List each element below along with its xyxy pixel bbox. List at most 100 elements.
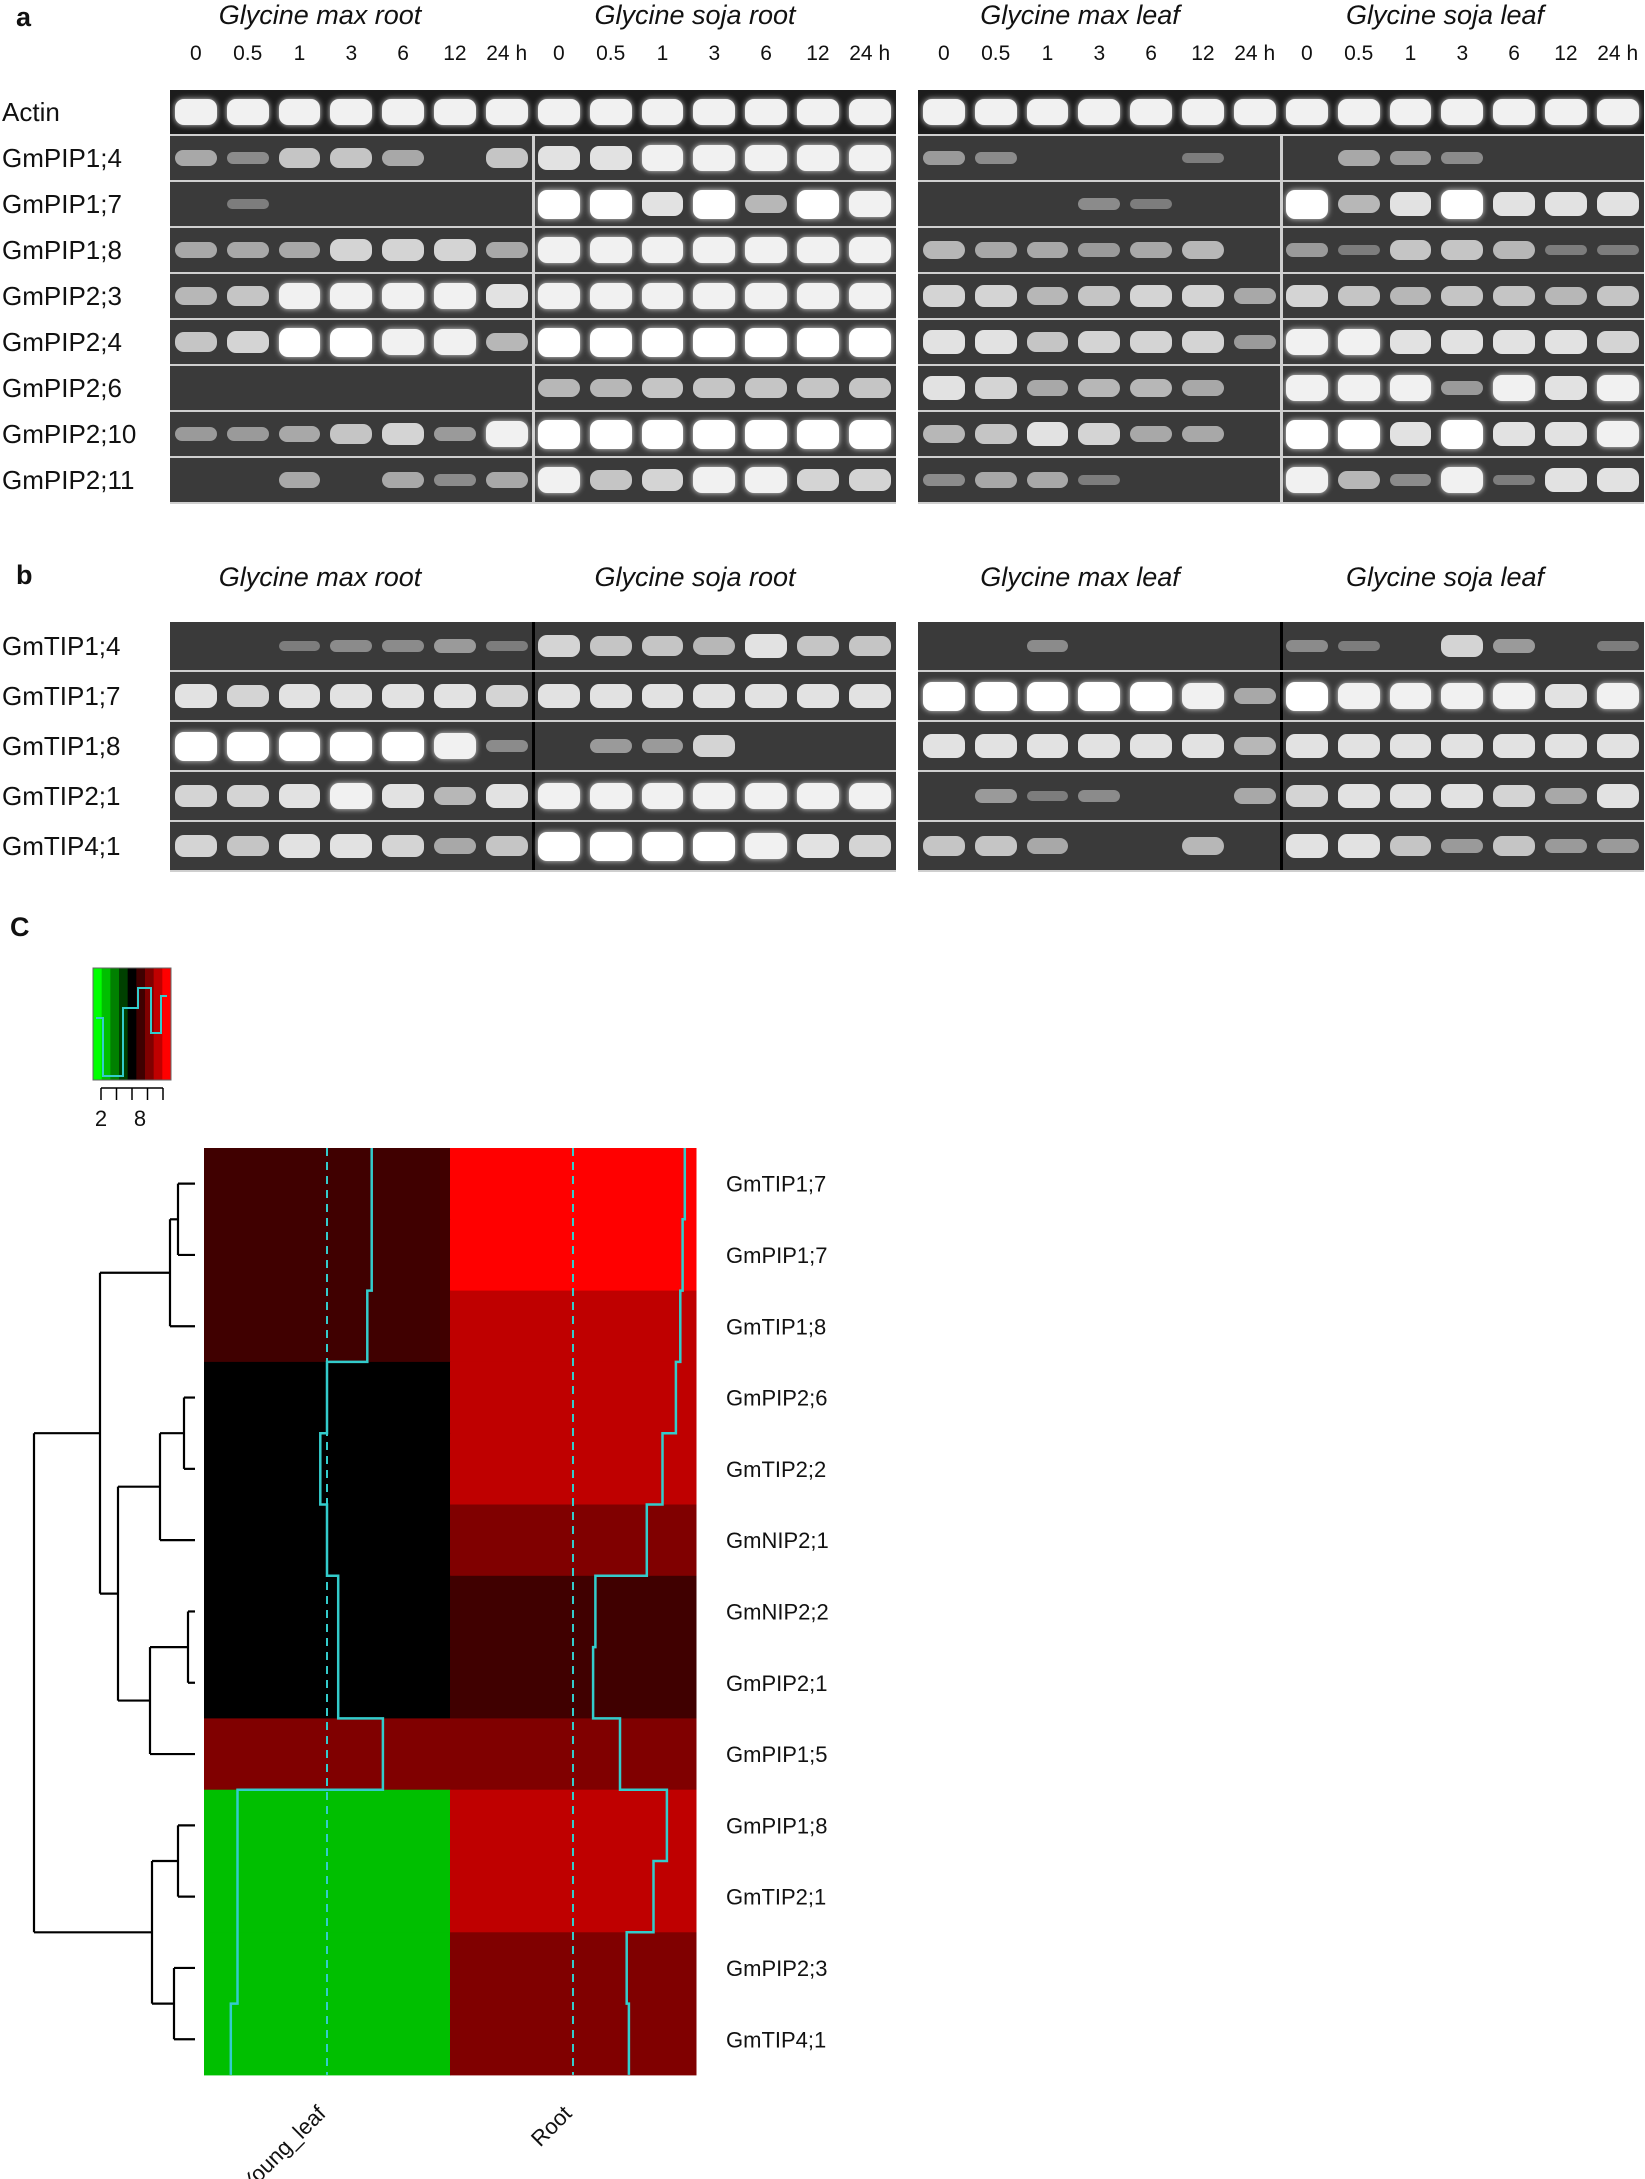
gel-band: [1233, 334, 1276, 350]
gel-band: [538, 634, 580, 658]
gel-band: [278, 241, 321, 259]
gel-band: [745, 377, 787, 399]
gel-row: [918, 366, 1644, 412]
gel-band: [1337, 783, 1380, 809]
gel-band: [974, 241, 1017, 259]
gel-band: [1026, 379, 1069, 397]
gel-band: [589, 327, 632, 357]
gene-label: GmPIP2;6: [2, 373, 122, 403]
timepoint-label: 24 h: [486, 42, 528, 65]
gel-band: [745, 633, 787, 659]
gel-band: [1286, 419, 1328, 449]
gel-band: [1493, 374, 1535, 402]
gel-band: [1130, 98, 1172, 126]
gel-band: [434, 282, 476, 310]
gel-band: [745, 194, 787, 214]
gel-band: [745, 419, 787, 449]
gel-band: [434, 426, 476, 442]
gel-row: [918, 622, 1644, 672]
timepoint-label: 0.5: [596, 42, 626, 65]
gel-row: [170, 228, 896, 274]
gel-band: [1389, 374, 1432, 402]
gel-band: [434, 238, 476, 262]
gel-band: [485, 640, 528, 652]
group-title: Glycine max root: [218, 562, 422, 592]
gel-band: [1441, 380, 1484, 396]
gel-band: [1078, 285, 1121, 307]
timepoint-label: 0.5: [981, 42, 1011, 65]
heatmap-row-label: GmPIP1;7: [726, 1243, 827, 1268]
gel-band: [1078, 681, 1121, 711]
gel-leaf-block: [918, 622, 1644, 872]
gel-band: [923, 329, 965, 355]
gel-band: [278, 640, 321, 652]
gel-band: [693, 98, 736, 126]
gel-band: [1130, 681, 1172, 711]
gene-label: GmPIP2;11: [2, 465, 135, 495]
gel-band: [1596, 640, 1639, 652]
gene-label: GmTIP2;1: [2, 781, 121, 811]
gel-band: [797, 327, 839, 357]
gel-band: [485, 283, 528, 309]
group-title: Glycine soja root: [594, 562, 796, 592]
gel-band: [974, 733, 1017, 759]
gel-band: [1337, 419, 1380, 449]
gel-band: [745, 782, 787, 810]
timepoint-label: 3: [1093, 42, 1106, 65]
gel-band: [1078, 98, 1121, 126]
gel-band: [226, 784, 269, 808]
gel-band: [641, 191, 684, 217]
gel-band: [538, 282, 580, 310]
gel-band: [226, 684, 269, 708]
gel-band: [1545, 838, 1587, 854]
gel-band: [641, 327, 684, 357]
gel-band: [797, 782, 839, 810]
gel-band: [1389, 783, 1432, 809]
gel-band: [175, 834, 217, 858]
gel-band: [175, 149, 217, 167]
gel-band: [1389, 835, 1432, 857]
gel-band: [1026, 790, 1069, 802]
gel-band: [797, 189, 839, 219]
gel-band: [538, 782, 580, 810]
gel-band: [226, 426, 269, 442]
gel-band: [1078, 789, 1121, 803]
gel-band: [1286, 784, 1328, 808]
gel-band: [797, 683, 839, 709]
gel-band: [1337, 733, 1380, 759]
gel-band: [589, 738, 632, 754]
gel-band: [330, 98, 373, 126]
gel-band: [589, 635, 632, 657]
gel-row: [170, 366, 896, 412]
gel-band: [226, 285, 269, 307]
gel-band: [797, 144, 839, 172]
gel-band: [1441, 151, 1484, 165]
gel-band: [1389, 191, 1432, 217]
gel-band: [278, 147, 321, 169]
gel-band: [848, 419, 891, 449]
gel-band: [382, 834, 424, 858]
gel-band: [382, 282, 424, 310]
gel-band: [226, 98, 269, 126]
gel-band: [175, 426, 217, 442]
gel-band: [797, 377, 839, 399]
gel-band: [1596, 783, 1639, 809]
gel-band: [1389, 421, 1432, 447]
gel-band: [923, 284, 965, 308]
gel-band: [434, 473, 476, 487]
gel-band: [434, 328, 476, 356]
gel-band: [1441, 329, 1484, 355]
gel-band: [923, 98, 965, 126]
gel-band: [1026, 421, 1069, 447]
gel-row: [918, 458, 1644, 504]
gel-band: [848, 468, 891, 492]
gel-band: [693, 734, 736, 758]
gel-band: [1493, 98, 1535, 126]
gel-band: [974, 151, 1017, 165]
gel-band: [1286, 466, 1328, 494]
gel-band: [278, 471, 321, 489]
gel-band: [538, 831, 580, 861]
color-key-histogram: [96, 987, 167, 1077]
gel-band: [382, 683, 424, 709]
